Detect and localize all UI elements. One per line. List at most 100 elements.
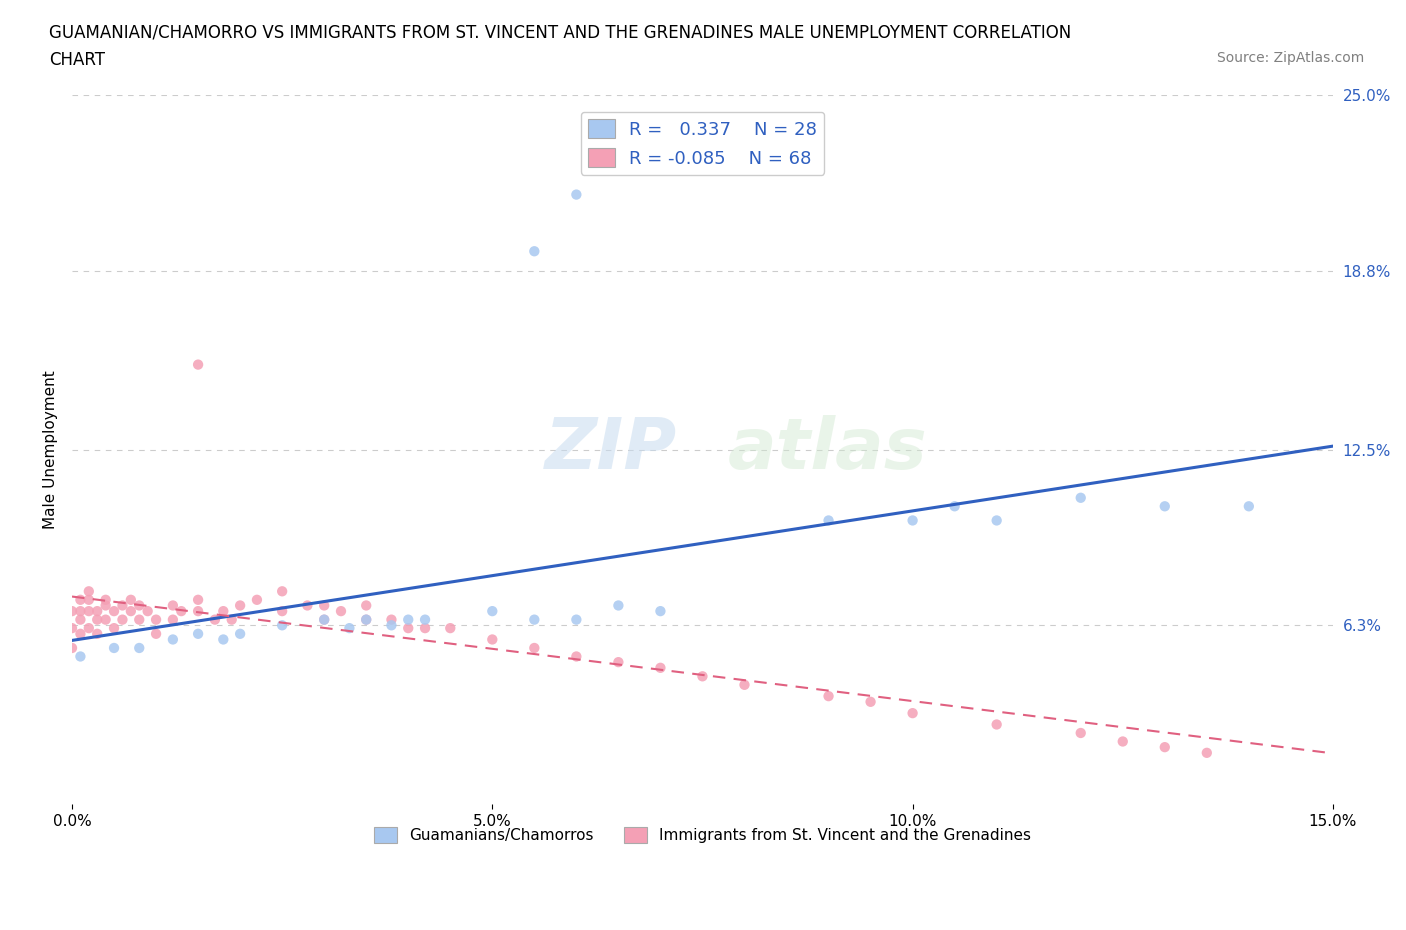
Point xyxy=(1070,490,1092,505)
Point xyxy=(204,612,226,627)
Text: CHART: CHART xyxy=(49,51,105,69)
Point xyxy=(69,649,91,664)
Text: ZIP: ZIP xyxy=(546,415,678,485)
Point xyxy=(162,612,184,627)
Point xyxy=(136,604,159,618)
Point xyxy=(607,598,630,613)
Point xyxy=(380,612,402,627)
Point xyxy=(607,655,630,670)
Point xyxy=(692,669,714,684)
Point xyxy=(162,598,184,613)
Point xyxy=(111,612,134,627)
Point xyxy=(413,612,436,627)
Point xyxy=(145,627,167,642)
Point xyxy=(229,598,252,613)
Point xyxy=(128,641,150,656)
Point xyxy=(650,660,672,675)
Point xyxy=(314,598,336,613)
Point xyxy=(271,604,294,618)
Point xyxy=(1195,745,1218,760)
Point xyxy=(187,627,209,642)
Point xyxy=(1070,725,1092,740)
Point xyxy=(86,612,108,627)
Point xyxy=(439,620,461,635)
Point xyxy=(330,604,353,618)
Point xyxy=(69,612,91,627)
Point xyxy=(271,618,294,632)
Point xyxy=(120,604,142,618)
Text: GUAMANIAN/CHAMORRO VS IMMIGRANTS FROM ST. VINCENT AND THE GRENADINES MALE UNEMPL: GUAMANIAN/CHAMORRO VS IMMIGRANTS FROM ST… xyxy=(49,23,1071,41)
Point xyxy=(986,513,1008,528)
Point xyxy=(60,641,83,656)
Y-axis label: Male Unemployment: Male Unemployment xyxy=(44,370,58,529)
Point xyxy=(212,632,235,647)
Point xyxy=(77,592,100,607)
Point xyxy=(128,612,150,627)
Point xyxy=(212,604,235,618)
Point xyxy=(69,592,91,607)
Point xyxy=(69,627,91,642)
Point xyxy=(396,620,419,635)
Point xyxy=(901,706,924,721)
Point xyxy=(94,598,117,613)
Point xyxy=(103,604,125,618)
Point xyxy=(565,187,588,202)
Point xyxy=(162,632,184,647)
Point xyxy=(523,612,546,627)
Point xyxy=(187,357,209,372)
Point xyxy=(60,620,83,635)
Point xyxy=(60,604,83,618)
Point xyxy=(314,612,336,627)
Point xyxy=(413,620,436,635)
Point xyxy=(111,598,134,613)
Point xyxy=(1112,734,1135,749)
Point xyxy=(77,604,100,618)
Point xyxy=(297,598,319,613)
Point xyxy=(187,604,209,618)
Point xyxy=(94,592,117,607)
Point xyxy=(86,627,108,642)
Point xyxy=(69,604,91,618)
Point xyxy=(354,612,377,627)
Point xyxy=(103,641,125,656)
Point xyxy=(523,244,546,259)
Point xyxy=(943,498,966,513)
Point xyxy=(565,649,588,664)
Point xyxy=(77,584,100,599)
Point xyxy=(817,513,839,528)
Point xyxy=(481,632,503,647)
Point xyxy=(103,620,125,635)
Point xyxy=(94,612,117,627)
Text: Source: ZipAtlas.com: Source: ZipAtlas.com xyxy=(1216,51,1364,65)
Point xyxy=(901,513,924,528)
Point xyxy=(1237,498,1260,513)
Point xyxy=(1153,498,1175,513)
Point xyxy=(734,677,756,692)
Point xyxy=(354,612,377,627)
Point xyxy=(859,695,882,710)
Point xyxy=(221,612,243,627)
Point xyxy=(246,592,269,607)
Point xyxy=(170,604,193,618)
Point xyxy=(565,612,588,627)
Point xyxy=(187,592,209,607)
Point xyxy=(1153,739,1175,754)
Point xyxy=(314,612,336,627)
Point xyxy=(354,598,377,613)
Point xyxy=(523,641,546,656)
Point xyxy=(380,618,402,632)
Point xyxy=(817,689,839,704)
Point xyxy=(229,627,252,642)
Point xyxy=(120,592,142,607)
Point xyxy=(145,612,167,627)
Text: atlas: atlas xyxy=(728,415,928,485)
Point xyxy=(86,604,108,618)
Point xyxy=(128,598,150,613)
Legend: Guamanians/Chamorros, Immigrants from St. Vincent and the Grenadines: Guamanians/Chamorros, Immigrants from St… xyxy=(368,820,1038,849)
Point xyxy=(481,604,503,618)
Point xyxy=(77,620,100,635)
Point xyxy=(396,612,419,627)
Point xyxy=(271,584,294,599)
Point xyxy=(339,620,361,635)
Point xyxy=(650,604,672,618)
